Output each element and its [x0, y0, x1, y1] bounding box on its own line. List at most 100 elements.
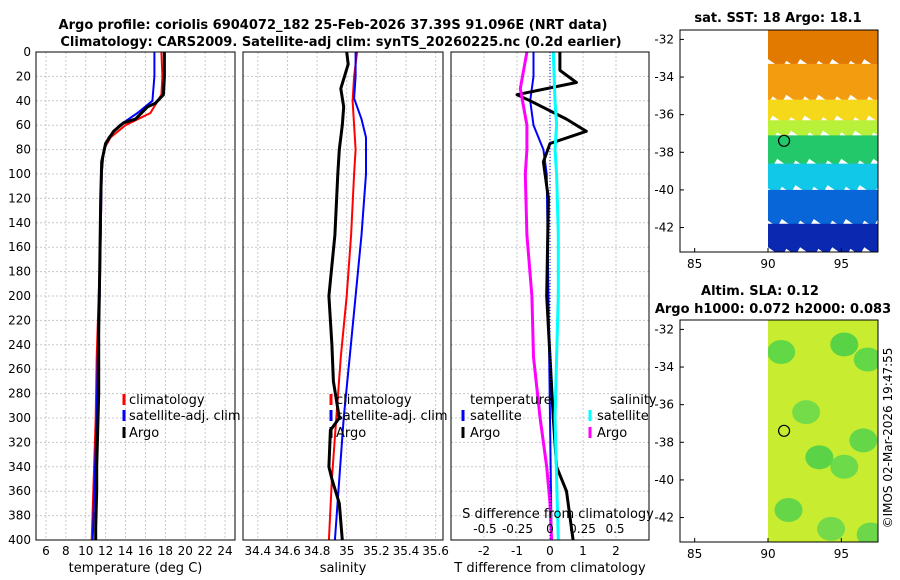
x-tick-label: 34.8	[304, 544, 331, 558]
secondary-tick-label: 0.25	[569, 522, 596, 536]
header-title-line2: Climatology: CARS2009. Satellite-adj cli…	[60, 35, 621, 50]
map-x-tick-label: 95	[834, 547, 849, 561]
y-tick-label: 360	[8, 484, 31, 498]
legend-label: climatology	[129, 393, 205, 408]
x-tick-label: 16	[138, 544, 153, 558]
sla-blob	[830, 454, 859, 479]
map-y-tick-label: -42	[654, 511, 674, 525]
x-tick-label: 1	[579, 544, 587, 558]
map-y-tick-label: -34	[654, 70, 674, 84]
x-tick-label: -1	[511, 544, 523, 558]
secondary-tick-label: -0.5	[473, 522, 496, 536]
salinity-profile-panel: 34.4 34.6 34.8 35 35.2 35.4 35.6 salinity climat…	[242, 51, 449, 576]
sla-blob	[830, 332, 859, 357]
y-tick-label: 320	[8, 435, 31, 449]
x-tick-label: 12	[98, 544, 113, 558]
series-line-salinity-argo	[518, 51, 554, 541]
secondary-tick-label: -0.25	[502, 522, 533, 536]
map-x-tick-label: 90	[760, 547, 775, 561]
sst-band	[768, 163, 878, 195]
legend-label: Argo	[597, 426, 627, 441]
sla-map-panel: 85 90 95 -32 -34 -36 -38 -40 -42	[654, 319, 879, 561]
map-y-tick-label: -40	[654, 473, 674, 487]
sla-blob	[805, 445, 834, 470]
sst-band	[768, 135, 878, 169]
secondary-tick-label: 0.5	[605, 522, 624, 536]
y-tick-label: 20	[16, 69, 31, 83]
y-tick-label: 120	[8, 191, 31, 205]
series-line-salinity-satellite	[551, 51, 560, 541]
y-tick-label: 220	[8, 313, 31, 327]
argo-position-marker	[777, 424, 791, 437]
x-tick-label: 0	[546, 544, 554, 558]
sst-map-title: sat. SST: 18 Argo: 18.1	[694, 11, 861, 26]
x-tick-label: 35	[339, 544, 354, 558]
header-title-line1: Argo profile: coriolis 6904072_182 25-Fe…	[59, 18, 608, 33]
sla-map-subtitle: Argo h1000: 0.072 h2000: 0.083	[655, 302, 891, 317]
imos-credit: ©IMOS 02-Mar-2026 19:47:55	[881, 348, 895, 529]
legend-label: satellite-adj. clim	[336, 409, 448, 424]
x-tick-label: 6	[42, 544, 50, 558]
sst-band	[768, 30, 878, 69]
y-tick-label: 340	[8, 460, 31, 474]
sst-band	[768, 189, 878, 229]
y-tick-label: 100	[8, 167, 31, 181]
y-tick-label: 0	[23, 45, 31, 59]
x-tick-label: 34.4	[244, 544, 271, 558]
y-tick-label: 200	[8, 289, 31, 303]
y-tick-label: 180	[8, 265, 31, 279]
sst-band	[768, 120, 878, 141]
legend-label: climatology	[336, 393, 412, 408]
sla-blob	[853, 347, 878, 372]
x-tick-label: 14	[118, 544, 133, 558]
x-tick-label: 35.2	[363, 544, 390, 558]
x-tick-label: 34.6	[274, 544, 301, 558]
series-line-climatology	[327, 51, 359, 541]
temperature-profile-panel: 6 8 10 12 14 16 18 20 22 240204060801001201401601…	[8, 45, 241, 576]
map-y-tick-label: -32	[654, 322, 674, 336]
map-data-layer	[768, 30, 878, 252]
y-tick-label: 380	[8, 509, 31, 523]
map-x-tick-label: 95	[834, 257, 849, 271]
map-y-tick-label: -38	[654, 145, 674, 159]
sla-blob	[856, 522, 878, 542]
sst-band	[768, 223, 878, 252]
sla-blob	[792, 400, 821, 425]
y-tick-label: 280	[8, 387, 31, 401]
x-tick-label: 18	[158, 544, 173, 558]
map-x-tick-label: 85	[687, 547, 702, 561]
y-tick-label: 80	[16, 143, 31, 157]
x-tick-label: 35.6	[422, 544, 449, 558]
y-tick-label: 260	[8, 362, 31, 376]
map-y-tick-label: -36	[654, 398, 674, 412]
map-data-layer	[768, 320, 878, 542]
y-tick-label: 400	[8, 533, 31, 547]
y-tick-label: 240	[8, 338, 31, 352]
series-line-argo	[94, 52, 166, 540]
axes-frame	[35, 51, 236, 541]
sla-blob	[849, 428, 878, 453]
map-frame	[679, 29, 879, 253]
legend-label: Argo	[129, 426, 159, 441]
map-frame	[679, 319, 879, 543]
y-tick-label: 40	[16, 94, 31, 108]
map-x-tick-label: 85	[687, 257, 702, 271]
x-tick-label: -2	[478, 544, 490, 558]
axes-frame	[242, 51, 444, 541]
y-tick-label: 300	[8, 411, 31, 425]
x-tick-label: 35.4	[393, 544, 420, 558]
x-axis-label: temperature (deg C)	[69, 561, 203, 576]
map-y-tick-label: -34	[654, 360, 674, 374]
legend-label: satellite	[597, 409, 649, 424]
x-tick-label: 2	[612, 544, 620, 558]
secondary-axis-label: S difference from climatology	[462, 507, 654, 522]
series-line-satellite-adj-clim	[333, 52, 367, 541]
series-line-argo	[327, 51, 350, 541]
y-tick-label: 160	[8, 240, 31, 254]
secondary-tick-label: 0	[546, 522, 554, 536]
map-y-tick-label: -42	[654, 221, 674, 235]
legend-label: Argo	[336, 426, 366, 441]
legend-label: Argo	[470, 426, 500, 441]
